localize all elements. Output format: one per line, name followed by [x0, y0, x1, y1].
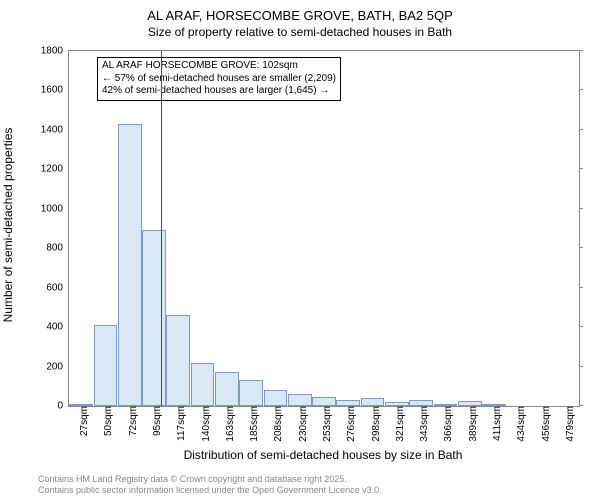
x-tick-label: 456sqm [539, 406, 552, 442]
annotation-line-1: AL ARAF HORSECOMBE GROVE: 102sqm [102, 60, 336, 73]
histogram-bar [361, 398, 385, 406]
x-tick-mark [178, 406, 179, 410]
x-tick-label: 253sqm [320, 406, 333, 442]
y-tick-label: 1800 [41, 46, 69, 57]
x-tick-label: 95sqm [150, 406, 163, 436]
annotation-line-2: ← 57% of semi-detached houses are smalle… [102, 73, 336, 86]
y-tick-label: 800 [46, 243, 69, 254]
x-tick-label: 411sqm [490, 406, 503, 441]
x-tick-mark [518, 406, 519, 410]
y-tick-label: 600 [46, 282, 69, 293]
x-tick-label: 321sqm [393, 406, 406, 442]
x-tick-label: 298sqm [369, 406, 382, 442]
x-tick-label: 72sqm [126, 406, 139, 436]
x-tick-mark [348, 406, 349, 410]
histogram-bar [94, 325, 118, 406]
x-tick-label: 140sqm [199, 406, 212, 442]
x-tick-mark [154, 406, 155, 410]
x-tick-mark [130, 406, 131, 410]
x-tick-mark [445, 406, 446, 410]
x-tick-mark [421, 406, 422, 410]
x-tick-label: 366sqm [441, 406, 454, 442]
y-tick-label: 1000 [41, 203, 69, 214]
x-tick-label: 343sqm [417, 406, 430, 442]
y-tick-mark [579, 366, 583, 367]
histogram-bar [215, 372, 239, 406]
x-tick-mark [275, 406, 276, 410]
histogram-bar [288, 394, 312, 406]
y-tick-mark [579, 326, 583, 327]
histogram-bar [191, 363, 215, 406]
y-tick-label: 0 [57, 401, 69, 412]
y-tick-mark [579, 89, 583, 90]
histogram-bar [166, 315, 190, 406]
x-tick-mark [470, 406, 471, 410]
y-tick-mark [579, 405, 583, 406]
x-tick-label: 27sqm [77, 406, 90, 436]
chart-footer: Contains HM Land Registry data © Crown c… [38, 474, 382, 496]
chart-subtitle: Size of property relative to semi-detach… [0, 25, 600, 39]
histogram-bar [118, 124, 142, 406]
x-tick-mark [251, 406, 252, 410]
histogram-bar [312, 397, 336, 406]
reference-line [161, 51, 162, 406]
y-tick-label: 1600 [41, 85, 69, 96]
x-tick-label: 50sqm [101, 406, 114, 436]
x-tick-label: 434sqm [514, 406, 527, 442]
x-tick-mark [373, 406, 374, 410]
x-tick-mark [397, 406, 398, 410]
y-tick-mark [579, 247, 583, 248]
y-tick-label: 200 [46, 361, 69, 372]
annotation-line-3: 42% of semi-detached houses are larger (… [102, 85, 336, 98]
y-tick-label: 1200 [41, 164, 69, 175]
x-tick-mark [324, 406, 325, 410]
y-tick-mark [579, 168, 583, 169]
histogram-bar [239, 380, 263, 406]
annotation-box: AL ARAF HORSECOMBE GROVE: 102sqm ← 57% o… [97, 57, 341, 101]
y-tick-mark [579, 129, 583, 130]
y-tick-mark [579, 50, 583, 51]
x-tick-label: 479sqm [563, 406, 576, 442]
x-tick-mark [567, 406, 568, 410]
x-tick-label: 117sqm [174, 406, 187, 441]
histogram-bar [142, 230, 166, 406]
histogram-bar [264, 390, 288, 406]
x-tick-label: 208sqm [271, 406, 284, 442]
x-tick-label: 230sqm [296, 406, 309, 442]
x-tick-mark [300, 406, 301, 410]
x-tick-mark [105, 406, 106, 410]
x-tick-label: 185sqm [247, 406, 260, 442]
x-tick-mark [203, 406, 204, 410]
x-tick-label: 163sqm [223, 406, 236, 442]
chart-title: AL ARAF, HORSECOMBE GROVE, BATH, BA2 5QP [0, 0, 600, 25]
x-tick-label: 276sqm [344, 406, 357, 442]
chart-container: AL ARAF, HORSECOMBE GROVE, BATH, BA2 5QP… [0, 0, 600, 500]
y-tick-label: 400 [46, 322, 69, 333]
y-tick-mark [579, 287, 583, 288]
plot-area: AL ARAF HORSECOMBE GROVE: 102sqm ← 57% o… [68, 50, 580, 407]
x-tick-mark [227, 406, 228, 410]
footer-line-2: Contains public sector information licen… [38, 485, 382, 496]
y-axis-label: Number of semi-detached properties [1, 128, 15, 323]
x-tick-mark [543, 406, 544, 410]
x-tick-mark [494, 406, 495, 410]
y-tick-mark [579, 208, 583, 209]
footer-line-1: Contains HM Land Registry data © Crown c… [38, 474, 382, 485]
y-tick-label: 1400 [41, 124, 69, 135]
x-tick-mark [81, 406, 82, 410]
x-tick-label: 389sqm [466, 406, 479, 442]
x-axis-label: Distribution of semi-detached houses by … [68, 448, 578, 462]
